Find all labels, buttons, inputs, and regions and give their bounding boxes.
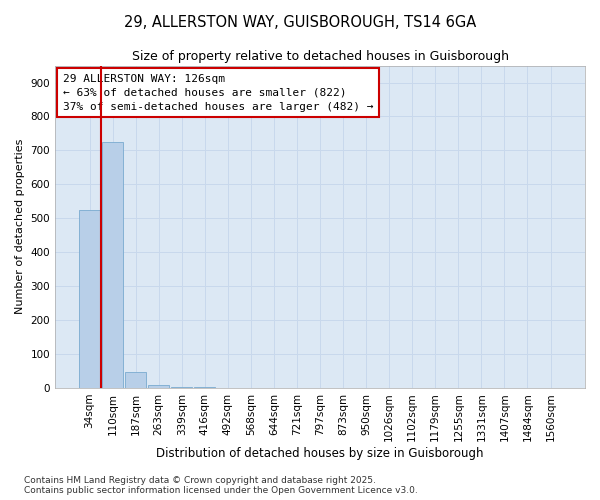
Bar xyxy=(125,372,146,388)
Y-axis label: Number of detached properties: Number of detached properties xyxy=(15,139,25,314)
Text: 29 ALLERSTON WAY: 126sqm
← 63% of detached houses are smaller (822)
37% of semi-: 29 ALLERSTON WAY: 126sqm ← 63% of detach… xyxy=(63,74,373,112)
Bar xyxy=(79,210,100,388)
Text: Contains HM Land Registry data © Crown copyright and database right 2025.
Contai: Contains HM Land Registry data © Crown c… xyxy=(24,476,418,495)
Bar xyxy=(172,387,192,388)
Title: Size of property relative to detached houses in Guisborough: Size of property relative to detached ho… xyxy=(131,50,509,63)
X-axis label: Distribution of detached houses by size in Guisborough: Distribution of detached houses by size … xyxy=(156,447,484,460)
Text: 29, ALLERSTON WAY, GUISBOROUGH, TS14 6GA: 29, ALLERSTON WAY, GUISBOROUGH, TS14 6GA xyxy=(124,15,476,30)
Bar xyxy=(102,142,123,388)
Bar xyxy=(148,385,169,388)
